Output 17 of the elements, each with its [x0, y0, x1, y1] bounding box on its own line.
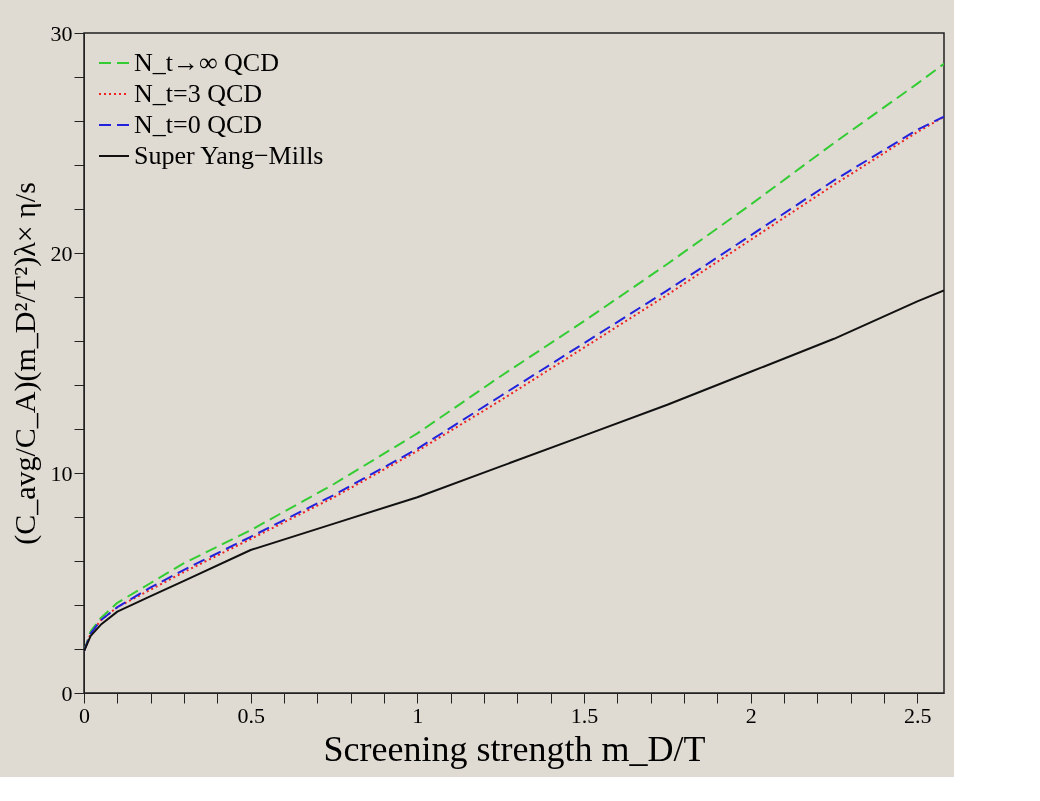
x-axis-title: Screening strength m_D/T — [323, 728, 706, 769]
line-series — [84, 289, 944, 653]
x-tick-label: 0 — [79, 702, 90, 728]
x-tick-label: 1.5 — [570, 702, 599, 728]
y-tick-label: 20 — [50, 240, 73, 266]
y-tick-label: 0 — [61, 680, 73, 706]
y-axis-title: (C_avg/C_A)(m_D²/T²)λ× η/s — [7, 182, 42, 545]
x-tick-label: 1 — [412, 702, 424, 728]
legend-label: N_t=3 QCD — [134, 79, 263, 108]
legend-label: N_t=0 QCD — [134, 110, 263, 139]
legend-label: N_t→∞ QCD — [134, 48, 279, 77]
y-tick-label: 30 — [50, 20, 73, 46]
x-tick-label: 0.5 — [237, 702, 265, 728]
legend-label: Super Yang−Mills — [134, 141, 324, 170]
x-tick-label: 2.5 — [904, 702, 932, 728]
y-tick-label: 10 — [50, 460, 73, 486]
x-tick-label: 2 — [745, 702, 757, 728]
